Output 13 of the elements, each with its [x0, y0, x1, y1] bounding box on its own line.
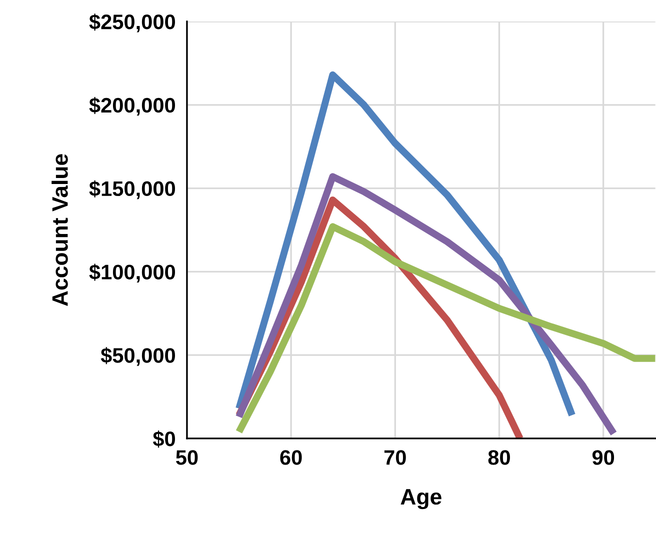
x-tick-label: 50: [176, 450, 198, 465]
x-tick-label: 70: [384, 450, 406, 465]
x-tick-label: 90: [592, 450, 614, 465]
y-tick-label: $150,000: [89, 180, 176, 200]
x-axis-title: Age: [400, 489, 442, 510]
y-tick-label: $200,000: [89, 96, 176, 116]
y-tick-label: $250,000: [89, 14, 176, 32]
x-tick-label: 80: [488, 450, 510, 465]
y-tick-label: $100,000: [89, 264, 176, 282]
y-tick-label: $0: [152, 430, 175, 448]
x-tick-label: 60: [280, 450, 302, 465]
y-tick-label: $50,000: [100, 347, 176, 366]
y-axis-title: Account Value: [52, 154, 68, 306]
